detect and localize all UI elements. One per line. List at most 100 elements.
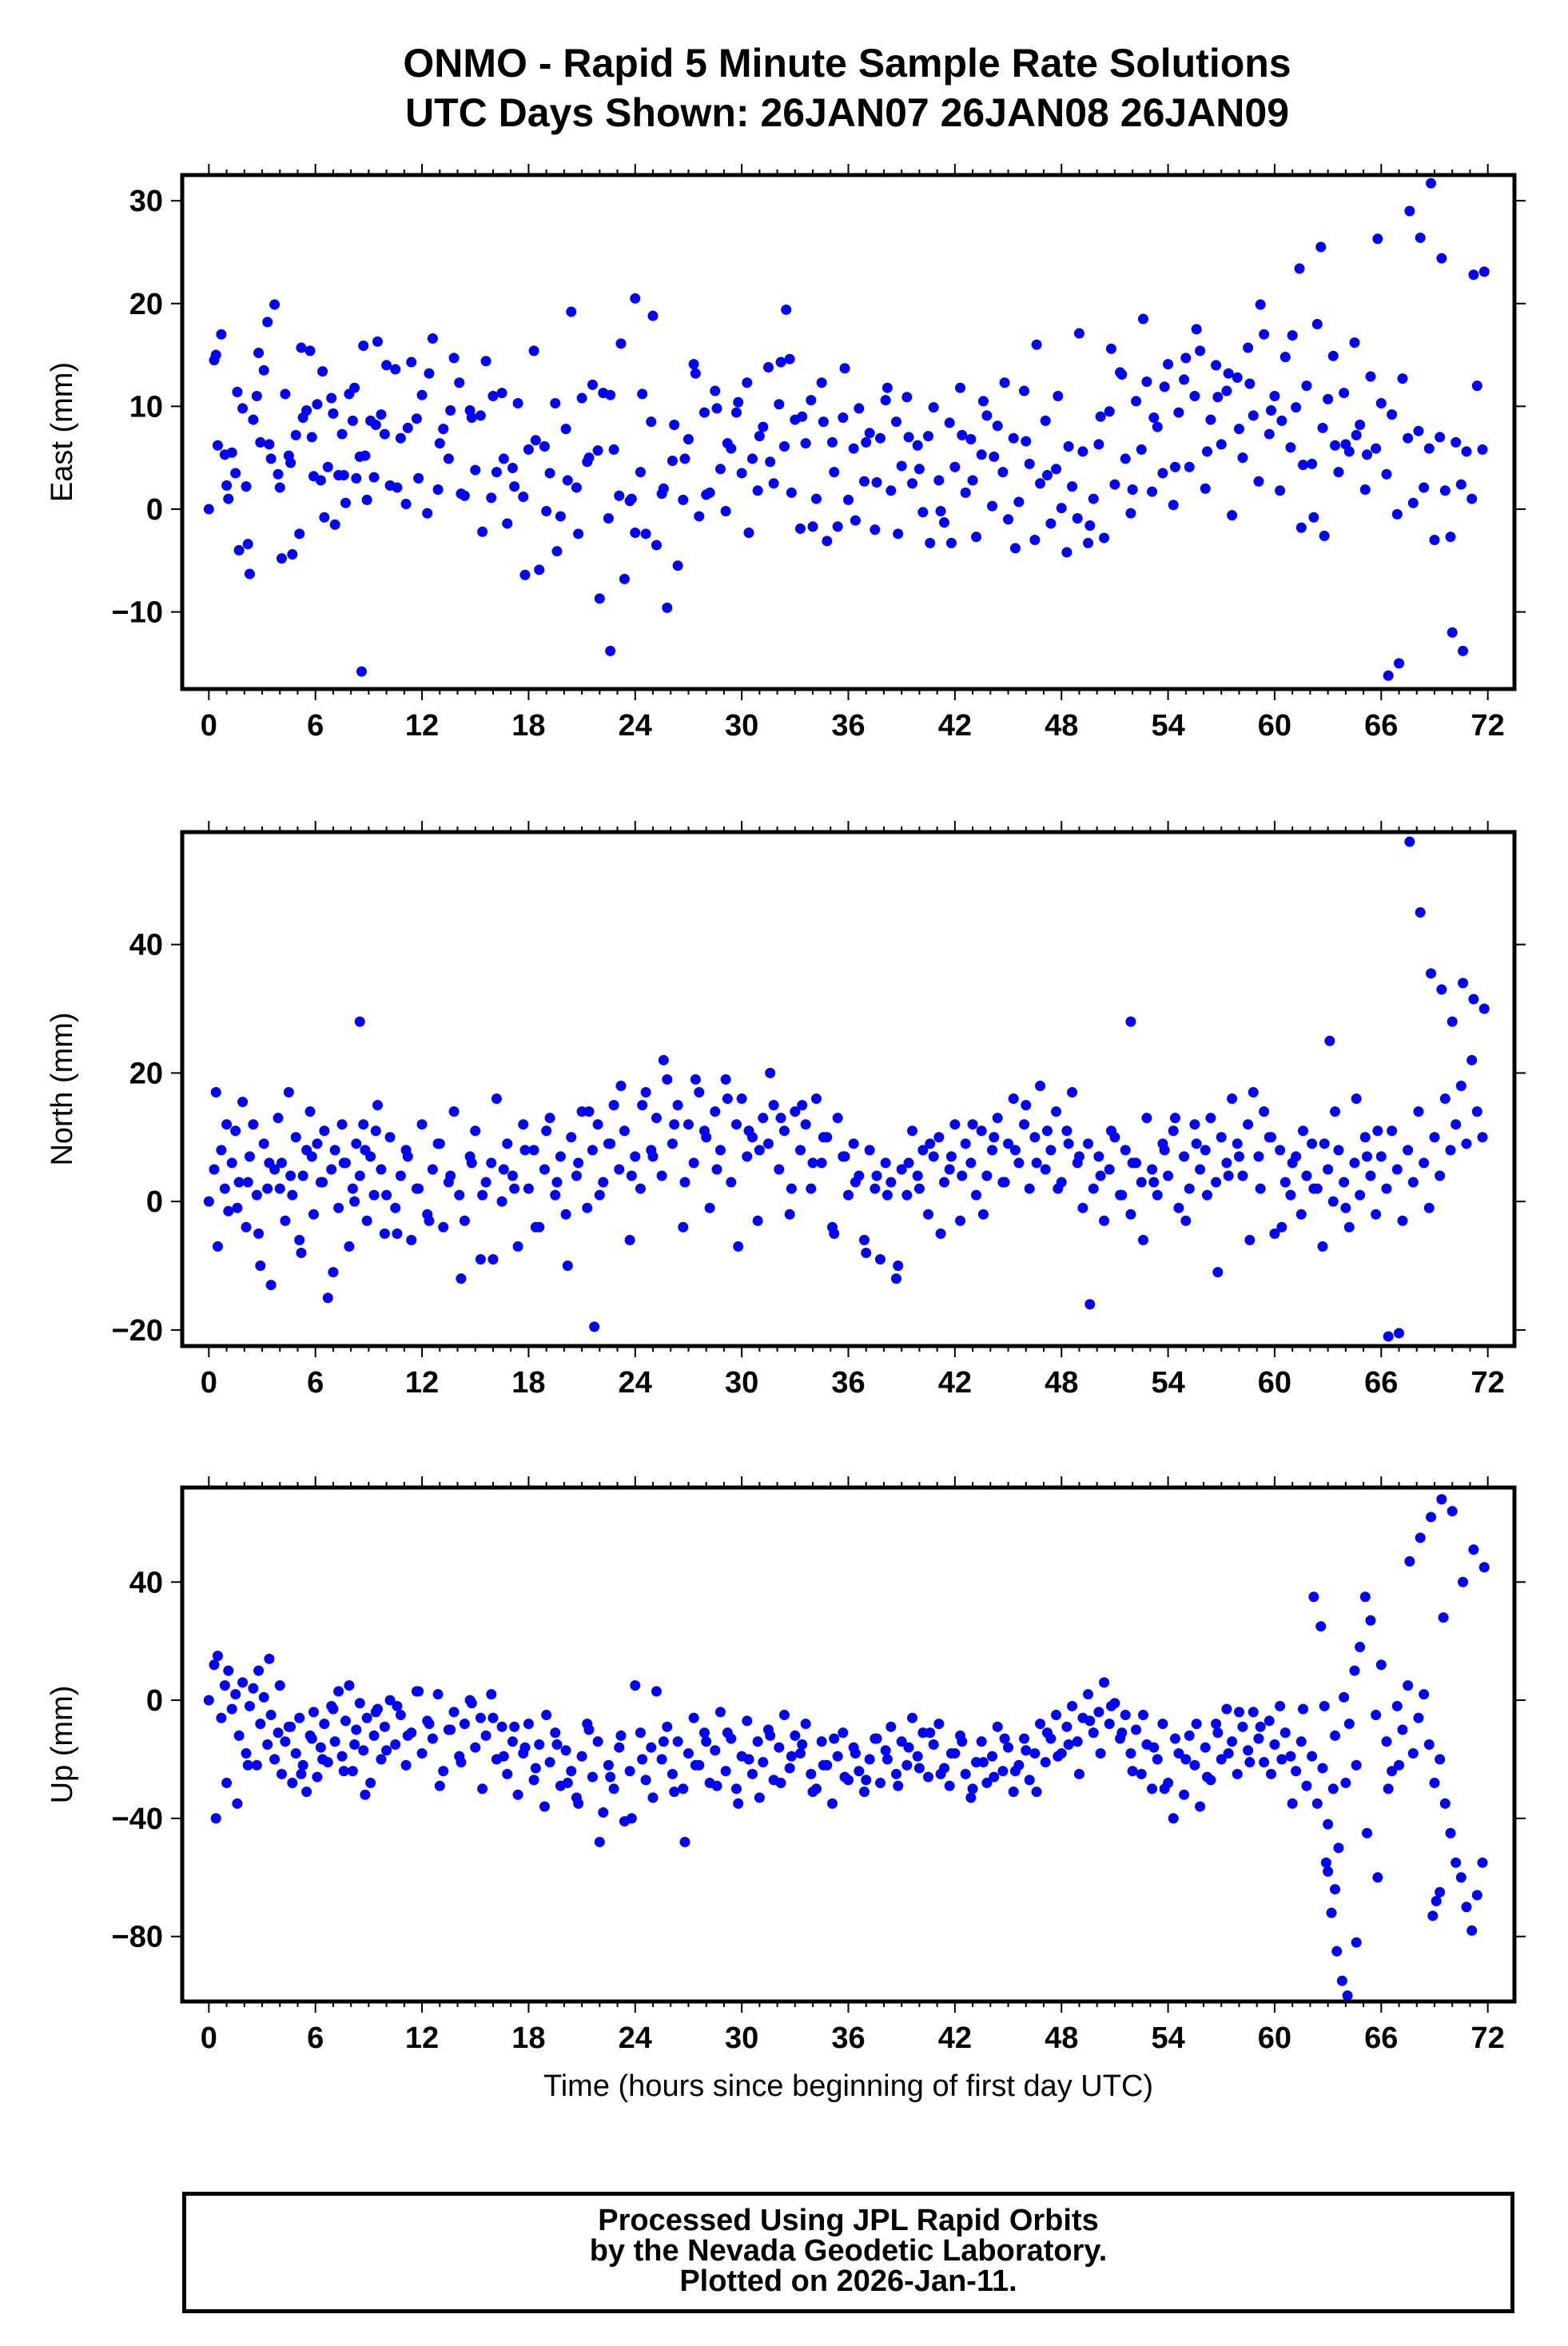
east-data-point [241, 481, 252, 492]
up-data-point [746, 1768, 758, 1779]
up-data-point [203, 1695, 214, 1706]
up-data-point [512, 1789, 523, 1800]
north-data-point [1029, 1132, 1041, 1143]
east-data-point [928, 402, 939, 413]
north-data-point [594, 1189, 605, 1201]
north-data-point [999, 1177, 1010, 1188]
north-data-point [976, 1125, 987, 1137]
north-data-point [582, 1202, 593, 1213]
up-data-point [1216, 1754, 1227, 1765]
up-data-point [678, 1783, 689, 1794]
east-data-point [1084, 520, 1096, 532]
north-data-point [1391, 1164, 1403, 1175]
north-data-point [891, 1273, 902, 1285]
up-data-point [1095, 1748, 1106, 1759]
north-data-point [871, 1170, 882, 1181]
east-data-point [800, 438, 811, 449]
north-data-point [413, 1183, 424, 1194]
east-data-point [1024, 458, 1035, 469]
chart-title: ONMO - Rapid 5 Minute Sample Rate Soluti… [0, 38, 1568, 137]
up-data-point [871, 1733, 882, 1744]
up-data-point [541, 1710, 552, 1721]
east-data-point [605, 645, 616, 656]
east-data-point [290, 429, 301, 440]
east-x-tick-label: 12 [405, 709, 439, 743]
north-data-point [967, 1119, 978, 1130]
north-x-tick-label: 36 [831, 1366, 865, 1400]
east-data-point [923, 431, 934, 442]
east-data-point [989, 451, 1000, 462]
east-data-point [698, 407, 710, 418]
up-data-point [1084, 1715, 1096, 1727]
north-data-point [496, 1196, 507, 1207]
up-data-point [1265, 1768, 1276, 1779]
up-data-point [583, 1724, 595, 1735]
up-data-point [1148, 1742, 1160, 1753]
up-data-point [329, 1736, 340, 1747]
east-data-point [413, 472, 424, 484]
up-data-point [646, 1742, 657, 1753]
east-data-point [338, 470, 349, 481]
up-data-point [241, 1748, 252, 1759]
up-data-point [784, 1762, 795, 1774]
north-data-point [381, 1189, 392, 1201]
north-data-point [752, 1215, 763, 1226]
up-data-point [957, 1736, 968, 1747]
north-data-point [1415, 906, 1426, 918]
up-data-point [488, 1712, 499, 1723]
east-data-point [1445, 532, 1456, 543]
east-x-tick-label: 18 [511, 709, 545, 743]
east-data-point [1451, 436, 1462, 448]
north-data-point [630, 1151, 641, 1162]
north-data-point [1061, 1125, 1073, 1137]
east-data-point [1391, 508, 1403, 520]
north-data-point [714, 1145, 726, 1156]
up-data-point [1248, 1707, 1259, 1718]
north-data-point [427, 1164, 438, 1175]
north-data-point [1436, 984, 1447, 995]
north-data-point [1404, 836, 1415, 847]
up-data-point [992, 1721, 1003, 1732]
north-data-point [1168, 1125, 1179, 1137]
east-data-point [1435, 432, 1446, 443]
east-data-point [294, 528, 305, 540]
east-data-point [212, 440, 223, 451]
east-data-point [560, 424, 571, 435]
up-data-point [1343, 1719, 1355, 1730]
north-y-tick-label: 0 [146, 1185, 163, 1219]
north-data-point [466, 1157, 477, 1169]
north-data-point [251, 1189, 262, 1201]
up-data-point [255, 1719, 266, 1730]
north-x-tick-label: 72 [1471, 1366, 1505, 1400]
north-data-point [1447, 1016, 1458, 1027]
up-data-point [344, 1680, 355, 1691]
north-data-point [354, 1170, 365, 1181]
up-data-point [794, 1748, 806, 1759]
north-data-point [424, 1215, 435, 1226]
east-data-point [843, 494, 854, 505]
up-data-point [1232, 1768, 1243, 1779]
east-data-point [826, 436, 838, 448]
north-data-point [870, 1183, 881, 1194]
east-data-point [454, 377, 465, 388]
north-data-point [711, 1164, 722, 1175]
north-data-point [384, 1132, 396, 1143]
east-data-point [646, 416, 657, 428]
up-data-point [1152, 1754, 1163, 1765]
north-data-point [1426, 968, 1437, 979]
north-data-point [1201, 1189, 1212, 1201]
up-data-point [790, 1730, 801, 1741]
north-data-point [1355, 1189, 1366, 1201]
east-data-point [949, 461, 961, 472]
east-data-point [1311, 318, 1323, 329]
up-data-point [1221, 1703, 1232, 1715]
east-data-point [445, 404, 456, 416]
east-data-point [583, 452, 595, 464]
north-data-point [370, 1125, 381, 1137]
east-data-point [551, 546, 563, 557]
east-data-point [1426, 177, 1437, 189]
north-data-point [1468, 994, 1479, 1005]
east-data-point [871, 477, 882, 488]
north-y-axis-title: North (mm) [46, 1012, 79, 1165]
east-data-point [390, 364, 401, 375]
